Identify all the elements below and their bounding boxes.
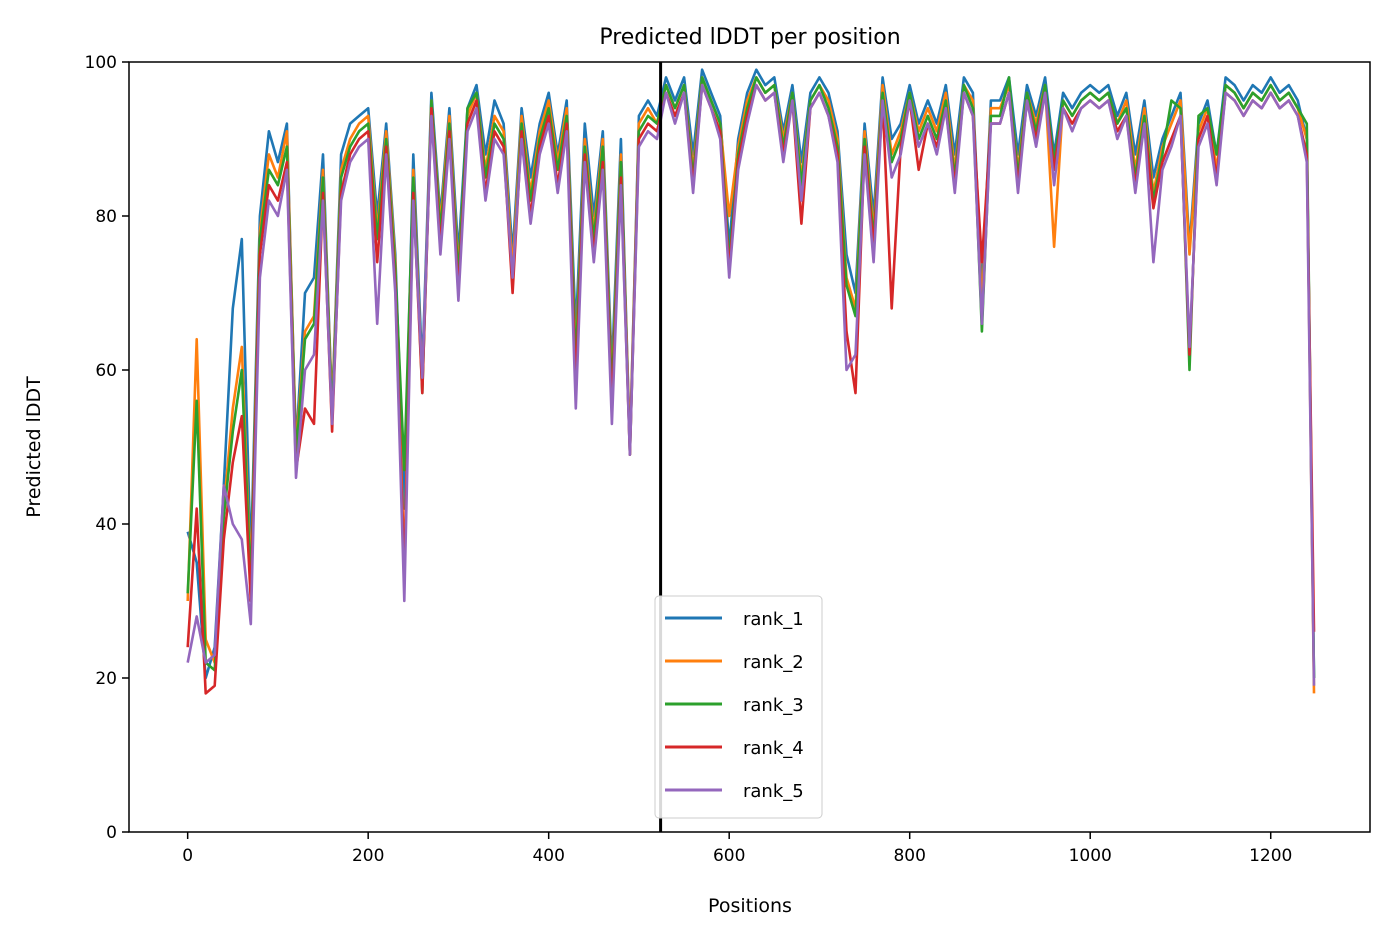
x-axis: 0 200 400 600 800 1000 1200 bbox=[182, 832, 1292, 866]
x-tick-label: 400 bbox=[532, 846, 564, 866]
legend-label-rank-4: rank_4 bbox=[743, 738, 804, 759]
legend-label-rank-1: rank_1 bbox=[743, 609, 804, 630]
y-tick-label: 40 bbox=[95, 515, 117, 535]
y-axis-label: Predicted lDDT bbox=[23, 376, 45, 518]
legend-label-rank-2: rank_2 bbox=[743, 652, 804, 673]
x-tick-label: 0 bbox=[182, 846, 193, 866]
y-tick-label: 60 bbox=[95, 361, 117, 381]
x-axis-label: Positions bbox=[708, 895, 792, 917]
x-tick-label: 1000 bbox=[1069, 846, 1112, 866]
x-tick-label: 1200 bbox=[1249, 846, 1292, 866]
series-layer bbox=[186, 68, 1316, 695]
legend-label-rank-5: rank_5 bbox=[743, 781, 804, 802]
y-tick-label: 0 bbox=[106, 823, 117, 843]
legend-box bbox=[654, 595, 823, 819]
series-line-rank-3 bbox=[186, 76, 1316, 679]
x-tick-label: 600 bbox=[713, 846, 745, 866]
series-line-rank-5 bbox=[186, 83, 1316, 686]
y-tick-label: 20 bbox=[95, 669, 117, 689]
chart-title: Predicted lDDT per position bbox=[599, 25, 900, 50]
x-tick-label: 200 bbox=[352, 846, 384, 866]
x-tick-label: 800 bbox=[893, 846, 925, 866]
y-axis: 0 20 40 60 80 100 bbox=[85, 53, 129, 843]
plot-frame bbox=[128, 61, 1371, 833]
y-tick-label: 80 bbox=[95, 207, 117, 227]
legend-label-rank-3: rank_3 bbox=[743, 695, 804, 716]
legend: rank_1 rank_2 rank_3 rank_4 rank_5 bbox=[654, 595, 823, 819]
series-line-rank-1 bbox=[186, 68, 1316, 680]
y-tick-label: 100 bbox=[85, 53, 117, 73]
